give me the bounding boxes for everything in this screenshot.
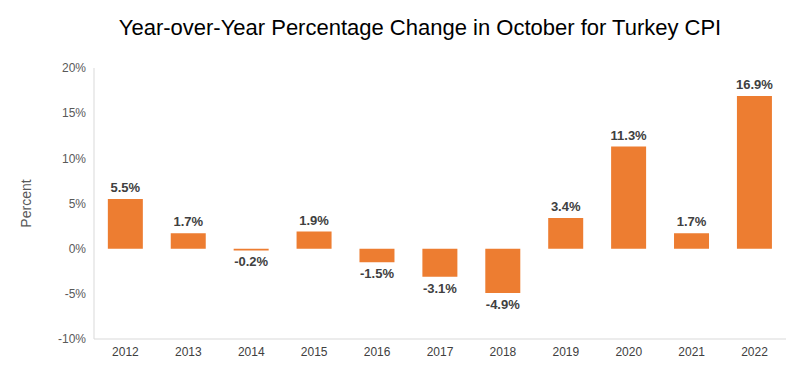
svg-text:5.5%: 5.5% <box>111 180 141 195</box>
svg-text:-0.2%: -0.2% <box>234 254 268 269</box>
svg-text:2018: 2018 <box>490 345 517 359</box>
svg-text:3.4%: 3.4% <box>551 199 581 214</box>
svg-text:Percent: Percent <box>18 179 34 227</box>
svg-text:2020: 2020 <box>615 345 642 359</box>
svg-text:11.3%: 11.3% <box>611 128 648 143</box>
svg-text:-5%: -5% <box>65 287 87 301</box>
svg-text:15%: 15% <box>62 106 86 120</box>
svg-text:16.9%: 16.9% <box>736 77 773 92</box>
svg-text:2013: 2013 <box>175 345 202 359</box>
svg-text:10%: 10% <box>62 152 86 166</box>
svg-text:-3.1%: -3.1% <box>423 281 457 296</box>
svg-text:-4.9%: -4.9% <box>486 297 520 312</box>
svg-text:2015: 2015 <box>301 345 328 359</box>
svg-text:1.7%: 1.7% <box>677 214 707 229</box>
html-text:Year-over-Year Percentage Chan: Year-over-Year Percentage Change in Octo… <box>118 15 722 40</box>
svg-text:1.9%: 1.9% <box>299 213 329 228</box>
svg-text:2012: 2012 <box>112 345 139 359</box>
svg-text:5%: 5% <box>69 197 87 211</box>
svg-text:2019: 2019 <box>552 345 579 359</box>
svg-text:2014: 2014 <box>238 345 265 359</box>
svg-text:20%: 20% <box>62 61 86 75</box>
svg-text:2021: 2021 <box>678 345 705 359</box>
svg-text:0%: 0% <box>69 242 87 256</box>
svg-text:1.7%: 1.7% <box>173 214 203 229</box>
svg-text:-1.5%: -1.5% <box>360 266 394 281</box>
svg-text:2016: 2016 <box>364 345 391 359</box>
svg-text:2017: 2017 <box>427 345 454 359</box>
svg-text:2022: 2022 <box>741 345 768 359</box>
svg-text:-10%: -10% <box>58 332 86 346</box>
